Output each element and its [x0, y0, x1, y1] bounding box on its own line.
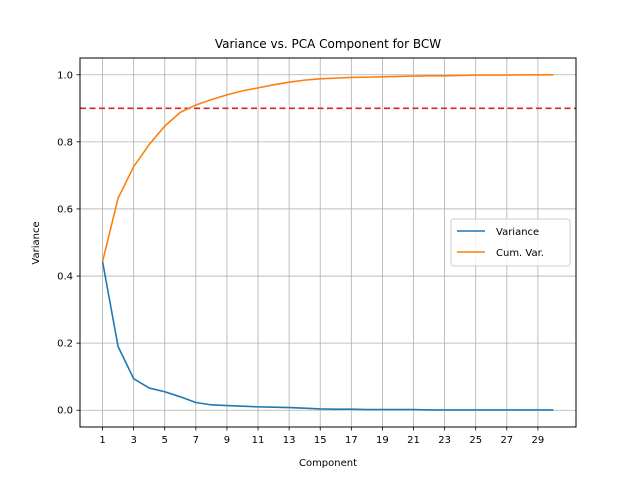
plot-frame [79, 57, 577, 428]
y-tick-label: 0.8 [57, 137, 73, 148]
x-tick-label: 13 [283, 435, 296, 446]
series-line-cumulative [101, 73, 554, 262]
legend-label: Variance [496, 227, 539, 238]
y-tick-label: 0.4 [57, 272, 73, 283]
y-axis: 0.0 0.2 0.4 0.6 0.8 1.0 [57, 70, 80, 417]
y-tick-label: 0.0 [57, 406, 73, 417]
x-tick-label: 21 [407, 435, 420, 446]
y-tick-label: 0.2 [57, 339, 73, 350]
series-line-variance [101, 261, 554, 411]
x-tick-label: 19 [376, 435, 389, 446]
x-tick-label: 5 [162, 435, 168, 446]
x-tick-label: 29 [532, 435, 545, 446]
legend: Variance Cum. Var. [450, 218, 571, 267]
x-tick-label: 1 [99, 435, 105, 446]
chart-title: Variance vs. PCA Component for BCW [215, 37, 441, 51]
x-tick-label: 3 [130, 435, 136, 446]
x-tick-label: 11 [252, 435, 265, 446]
legend-label: Cum. Var. [496, 248, 544, 259]
x-tick-label: 23 [438, 435, 451, 446]
series-group [101, 73, 554, 411]
y-tick-label: 1.0 [57, 70, 73, 81]
x-tick-label: 9 [224, 435, 230, 446]
x-axis: 1 3 5 7 9 11 13 15 17 19 21 23 25 27 29 [99, 427, 544, 446]
x-tick-label: 15 [314, 435, 327, 446]
x-tick-label: 27 [500, 435, 513, 446]
x-tick-label: 17 [345, 435, 358, 446]
y-tick-label: 0.6 [57, 204, 73, 215]
x-axis-label: Component [299, 458, 357, 469]
x-tick-label: 25 [469, 435, 482, 446]
x-tick-label: 7 [193, 435, 199, 446]
y-axis-label: Variance [31, 221, 42, 264]
